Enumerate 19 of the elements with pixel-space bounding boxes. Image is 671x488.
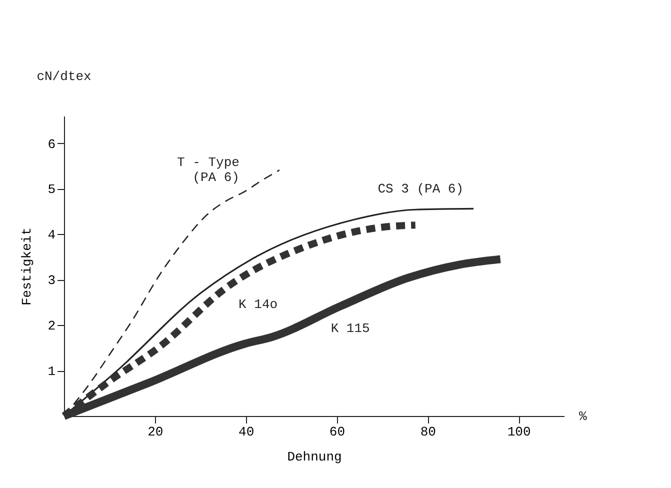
series-label: CS 3 (PA 6) bbox=[378, 182, 464, 197]
x-tick-label: 60 bbox=[329, 424, 346, 440]
x-tick-label: 80 bbox=[420, 424, 436, 440]
y-tick-label: 2 bbox=[48, 318, 56, 334]
y-tick-label: 3 bbox=[48, 273, 56, 288]
y-tick-label: 4 bbox=[48, 228, 56, 243]
x-axis-title: Dehnung bbox=[287, 450, 342, 464]
x-tick-label: 100 bbox=[507, 424, 531, 440]
y-tick-label: 6 bbox=[48, 136, 56, 152]
x-tick-label: 40 bbox=[238, 424, 254, 440]
series-label: K 14o bbox=[238, 297, 278, 312]
x-tick-label: 20 bbox=[148, 424, 164, 440]
series-label: K 115 bbox=[330, 321, 370, 336]
series-label: T - Type (PA 6) bbox=[177, 154, 240, 185]
text: cN/dtex bbox=[36, 69, 92, 84]
y-tick-label: 5 bbox=[48, 182, 56, 198]
text: % bbox=[579, 409, 587, 424]
y-axis-title: Festigkeit bbox=[20, 227, 35, 306]
y-tick-label: 1 bbox=[48, 364, 56, 380]
